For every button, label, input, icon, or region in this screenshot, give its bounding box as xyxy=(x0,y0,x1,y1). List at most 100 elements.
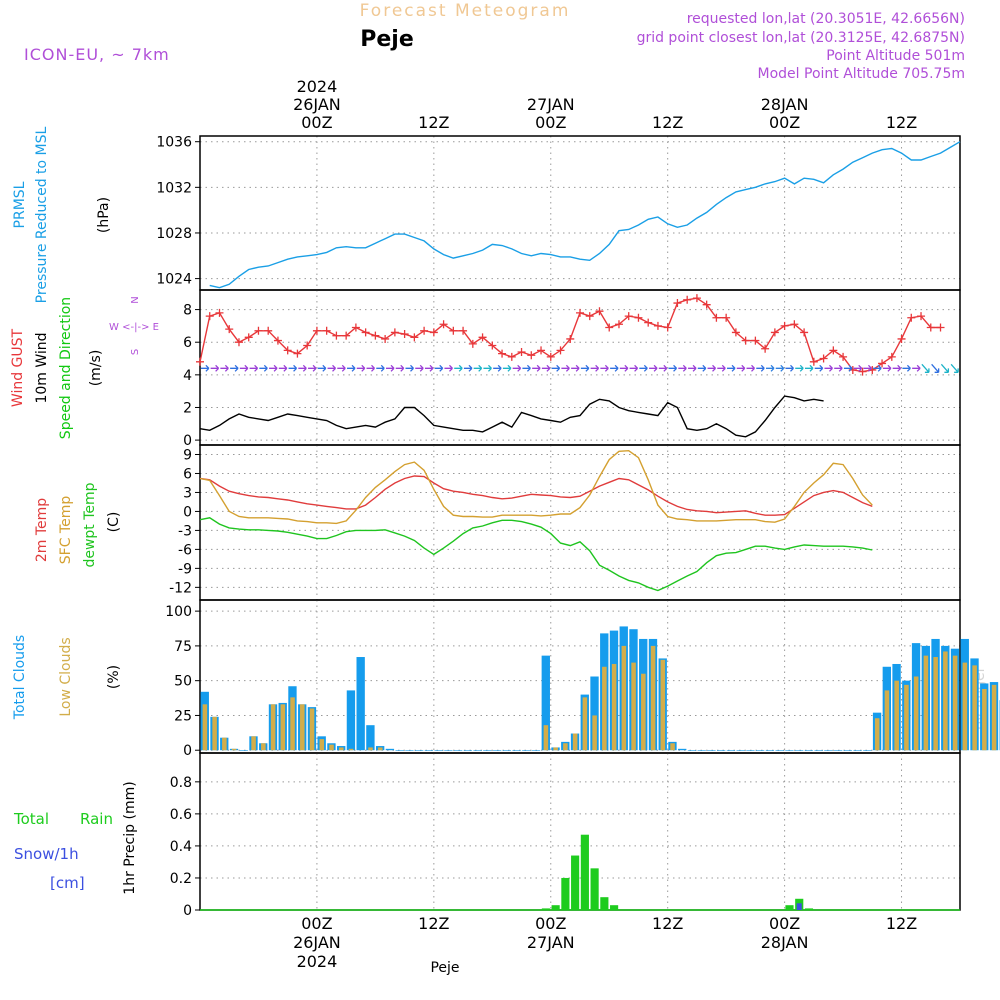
wind-direction-arrow xyxy=(239,364,249,372)
wind-direction-arrow xyxy=(843,364,853,372)
bottom-time-label: 12Z xyxy=(418,914,449,933)
cloud-low-bar xyxy=(913,676,919,751)
wind-direction-arrow xyxy=(473,364,483,372)
cloud-total-bar xyxy=(346,690,356,751)
gust-point xyxy=(244,333,253,342)
cloud-low-bar xyxy=(319,739,325,751)
rain-bar xyxy=(804,908,814,910)
wind-direction-arrow xyxy=(940,363,950,373)
gust-point xyxy=(429,328,438,337)
wind-direction-arrow xyxy=(327,364,336,372)
point-altitude: Point Altitude 501m xyxy=(826,48,965,64)
wind-direction-arrow xyxy=(649,364,658,372)
cloud-low-bar xyxy=(904,684,909,751)
label-prmsl-long: Pressure Reduced to MSL xyxy=(34,126,50,303)
gust-point xyxy=(293,349,302,358)
rain-bar xyxy=(571,855,580,910)
wind-direction-arrow xyxy=(288,364,298,372)
label-snow: Snow/1h xyxy=(14,845,79,863)
cloud-total-bar xyxy=(453,750,463,751)
y-tick-label: 3 xyxy=(183,485,192,501)
y-tick-label: -12 xyxy=(169,580,192,596)
wind-direction-arrow xyxy=(278,364,288,372)
gust-point xyxy=(624,312,633,321)
gust-point xyxy=(819,354,828,363)
gust-point xyxy=(790,320,799,329)
y-tick-label: 1032 xyxy=(156,180,192,196)
gust-point xyxy=(234,338,243,347)
rain-bar xyxy=(610,905,619,910)
gust-point xyxy=(556,346,565,355)
top-time-label: 26JAN xyxy=(293,95,341,114)
gust-point xyxy=(731,328,740,337)
wind-direction-arrow xyxy=(483,364,492,372)
label-rain: Rain xyxy=(80,810,113,828)
cloud-low-bar xyxy=(251,736,256,751)
wind-direction-arrow xyxy=(493,364,502,372)
y-tick-label: -9 xyxy=(178,561,192,577)
cloud-low-bar xyxy=(222,737,227,751)
wind-direction-arrow xyxy=(230,364,239,372)
top-time-label: 00Z xyxy=(535,113,566,132)
gust-point xyxy=(858,367,867,376)
cloud-low-bar xyxy=(202,704,208,751)
wind-direction-arrow xyxy=(532,364,541,372)
cloud-low-bar xyxy=(368,747,373,751)
wind-direction-arrow xyxy=(931,363,940,373)
cloud-low-bar xyxy=(231,748,237,751)
wind-direction-arrow xyxy=(561,364,570,372)
wind-direction-arrow xyxy=(775,364,785,372)
wind-direction-arrow xyxy=(347,364,356,372)
gust-point xyxy=(303,341,312,350)
cloud-total-bar xyxy=(843,750,853,751)
wind-direction-arrow xyxy=(707,364,716,372)
gust-point xyxy=(644,318,653,327)
cloud-low-bar xyxy=(377,747,383,751)
cloud-total-bar xyxy=(755,750,765,751)
wind-direction-arrow xyxy=(736,364,746,372)
y-tick-label: -6 xyxy=(178,542,192,558)
cloud-total-bar xyxy=(765,750,775,751)
wind-direction-arrow xyxy=(834,364,843,372)
gust-point xyxy=(702,300,711,309)
y-tick-label: 9 xyxy=(183,447,192,463)
cloud-total-bar xyxy=(717,750,726,751)
cloud-total-bar xyxy=(814,750,823,751)
wind-direction-arrow xyxy=(882,364,892,372)
wind-direction-arrow xyxy=(902,364,911,372)
location-title: Peje xyxy=(360,27,414,52)
product-title: Forecast Meteogram xyxy=(360,1,571,21)
cloud-total-bar xyxy=(531,750,541,751)
label-dewpt-temp: dewpt Temp xyxy=(82,482,98,567)
cloud-total-bar xyxy=(239,750,248,751)
cloud-low-bar xyxy=(660,659,666,751)
gust-point xyxy=(371,331,380,340)
y-tick-label: 1028 xyxy=(156,226,192,242)
wind-direction-arrow xyxy=(415,364,424,372)
wind-direction-arrow xyxy=(444,364,453,372)
gust-point xyxy=(332,331,341,340)
wind-direction-arrow xyxy=(756,364,765,372)
wind-direction-arrow xyxy=(619,364,629,372)
requested-coords: requested lon,lat (20.3051E, 42.6656N) xyxy=(687,11,965,27)
wind-direction-arrow xyxy=(697,364,707,372)
cloud-total-bar xyxy=(794,750,804,751)
cloud-total-bar xyxy=(833,750,843,751)
rain-bar xyxy=(600,897,609,910)
grid-point-coords: grid point closest lon,lat (20.3125E, 42… xyxy=(637,30,965,46)
cloud-total-bar xyxy=(502,750,511,751)
wind-direction-arrow xyxy=(366,364,375,372)
bottom-time-label: 00Z xyxy=(769,914,800,933)
wind-direction-arrow xyxy=(785,364,794,372)
top-time-label: 27JAN xyxy=(527,95,575,114)
gust-point xyxy=(478,333,487,342)
rain-bar xyxy=(785,905,794,910)
wind-direction-arrow xyxy=(308,364,317,372)
y-tick-label: 1024 xyxy=(156,272,192,288)
top-time-label: 12Z xyxy=(886,113,917,132)
gust-point xyxy=(673,299,682,308)
gust-point xyxy=(390,328,399,337)
panel-2: 0 2 4 6 8 xyxy=(183,289,961,449)
cloud-low-bar xyxy=(280,704,286,751)
gust-point xyxy=(907,313,916,322)
